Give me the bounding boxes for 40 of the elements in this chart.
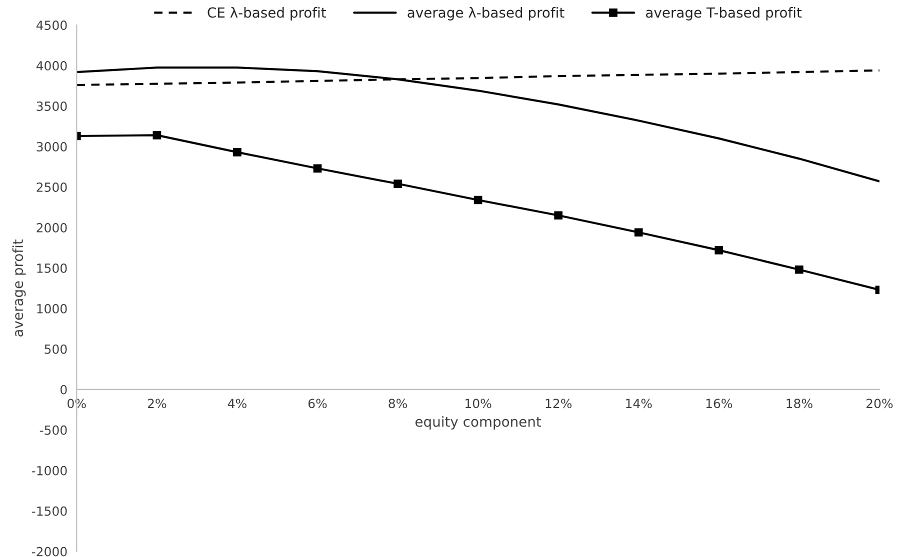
line-series	[76, 66, 880, 182]
y-tick-label: 4500	[36, 20, 67, 30]
y-tick-label: 4000	[36, 61, 67, 70]
y-tick-label: -1500	[32, 506, 67, 516]
point	[554, 211, 563, 220]
y-tick-label: 2000	[36, 222, 67, 232]
x-tick-label: 18%	[786, 398, 812, 408]
legend-label: CE λ-based profit	[208, 7, 326, 20]
x-tick-label: 12%	[546, 398, 572, 408]
x-tick-label: 0%	[68, 398, 86, 408]
x-tick-label: 20%	[866, 398, 893, 408]
x-tick-label: 16%	[706, 398, 732, 408]
y-tick-label: -2000	[32, 546, 67, 556]
point	[152, 131, 162, 140]
point	[474, 196, 482, 204]
x-tick-label: 8%	[388, 398, 408, 408]
point	[313, 164, 322, 173]
point	[394, 180, 402, 188]
y-axis-title: average profit	[12, 239, 26, 337]
x-tick-label: 6%	[308, 398, 327, 408]
y-tick-label: 500	[44, 344, 67, 354]
point	[634, 228, 643, 237]
y-tick-label: 3000	[36, 142, 67, 152]
y-tick-label: 2500	[36, 182, 67, 192]
x-tick-label: 2%	[148, 398, 166, 408]
y-tick-label: 0	[60, 384, 67, 394]
x-axis-title: equity component	[415, 416, 542, 430]
legend-label: average T-based profit	[646, 7, 802, 20]
x-tick-label: 10%	[466, 398, 492, 408]
y-tick-label: 3500	[36, 102, 67, 111]
y-tick-label: -500	[40, 425, 67, 435]
y-tick-label: 1000	[37, 304, 67, 314]
point	[795, 265, 804, 274]
x-tick-label: 14%	[626, 398, 652, 408]
y-tick-label: -1000	[32, 466, 67, 476]
point	[233, 148, 242, 156]
y-tick-label: 1500	[37, 263, 67, 273]
x-tick-label: 4%	[228, 398, 246, 408]
legend-label: average λ-based profit	[408, 7, 564, 20]
point	[714, 246, 724, 254]
